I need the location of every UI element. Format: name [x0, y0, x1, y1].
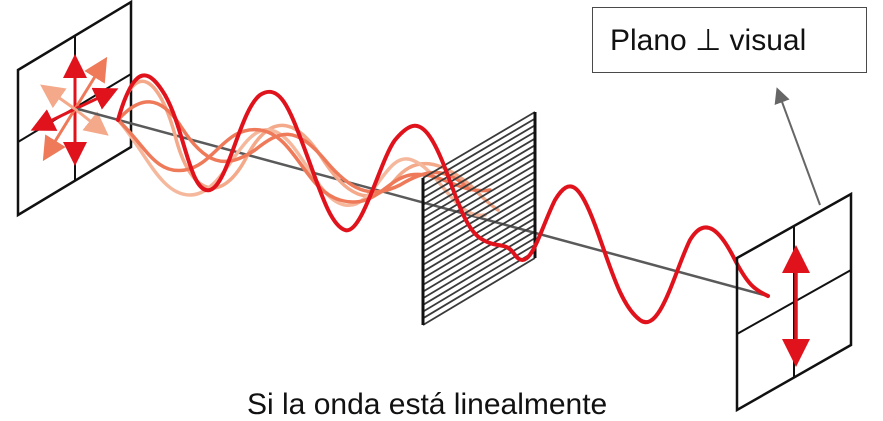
label-pointer-arrow — [774, 87, 821, 206]
polarizer-line — [422, 131, 536, 199]
polarizer-line — [422, 170, 536, 239]
polarizer-grid — [421, 111, 537, 326]
polarizer-line — [422, 210, 536, 280]
wave-light-component-b — [116, 118, 487, 217]
wave-mid-component-b — [116, 118, 492, 204]
polarizer-line — [422, 111, 536, 179]
polarizer-line — [422, 144, 536, 213]
wave-main-after-polarizer — [430, 138, 770, 325]
unpolarized-arrows — [30, 54, 119, 166]
polarizer-line — [422, 124, 536, 193]
polarizer-line — [422, 257, 536, 326]
polarizer-line — [422, 217, 536, 286]
polarizer-line — [422, 224, 536, 293]
polarizer-line — [422, 230, 536, 300]
polarizer-line — [422, 184, 536, 253]
polarizer-line — [422, 157, 536, 226]
polarizer-line — [422, 137, 536, 206]
polarizer-line — [422, 117, 536, 186]
polarizer-line — [422, 250, 536, 320]
polarizer-line — [422, 237, 536, 306]
wave-main-before-polarizer — [116, 73, 434, 233]
polarizer-line — [422, 190, 536, 259]
polarizer-line — [422, 151, 536, 219]
plane-label-text: Plano ⊥ visual — [610, 23, 807, 57]
polarizer-line — [422, 197, 536, 266]
plane-label-box: Plano ⊥ visual — [592, 7, 867, 73]
right-plane-frame — [735, 191, 853, 413]
polarizer-line — [422, 164, 536, 233]
caption-text: Si la onda está linealmente — [247, 388, 608, 421]
polarizer-line — [422, 177, 536, 246]
